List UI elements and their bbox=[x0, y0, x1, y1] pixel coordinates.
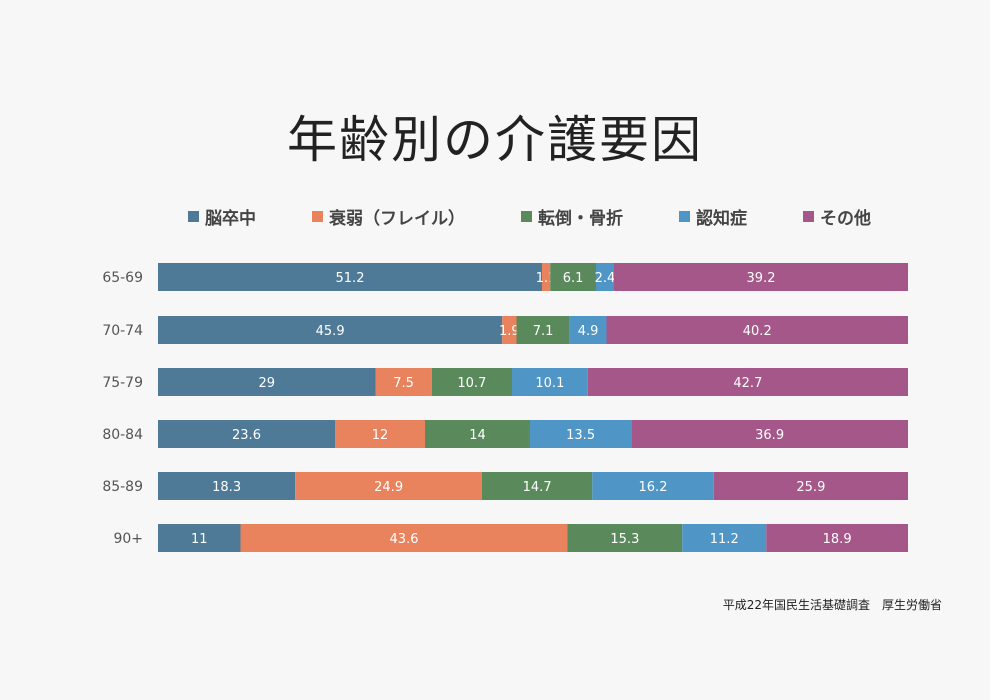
y-tick-label: 90+ bbox=[113, 531, 143, 547]
bar-segment bbox=[158, 524, 241, 552]
bar-segment bbox=[240, 524, 568, 552]
bar-segment bbox=[425, 420, 530, 448]
data-label: 36.9 bbox=[755, 428, 784, 443]
y-tick-label: 80-84 bbox=[102, 427, 143, 443]
data-label: 43.6 bbox=[390, 532, 419, 547]
legend-label: 認知症 bbox=[696, 208, 747, 229]
bar-segment bbox=[766, 524, 908, 552]
legend-item: その他 bbox=[803, 204, 871, 229]
bar-segment bbox=[295, 472, 482, 500]
bar-segment bbox=[431, 368, 512, 396]
bar-segment bbox=[530, 420, 632, 448]
data-label: 10.7 bbox=[457, 376, 486, 391]
bar-segment bbox=[587, 368, 908, 396]
bar-segment bbox=[550, 263, 596, 291]
bar-segment bbox=[614, 263, 908, 291]
data-label: 25.9 bbox=[796, 480, 825, 495]
legend-swatch bbox=[312, 210, 323, 222]
data-label: 11.2 bbox=[710, 532, 739, 547]
legend-item: 衰弱（フレイル） bbox=[312, 204, 465, 229]
y-tick-label: 75-79 bbox=[102, 375, 143, 391]
data-label: 18.9 bbox=[823, 532, 852, 547]
bar-segment bbox=[542, 263, 551, 291]
bar-segment bbox=[516, 316, 570, 344]
bar-segment bbox=[682, 524, 767, 552]
legend-label: 脳卒中 bbox=[205, 208, 256, 229]
data-label: 39.2 bbox=[747, 271, 776, 286]
legend-item: 転倒・骨折 bbox=[521, 204, 623, 229]
bar-segment bbox=[606, 316, 908, 344]
bar-segment bbox=[713, 472, 908, 500]
legend-swatch bbox=[679, 210, 690, 222]
data-label: 7.1 bbox=[533, 324, 554, 339]
data-label: 14.7 bbox=[523, 480, 552, 495]
y-tick-label: 65-69 bbox=[102, 270, 143, 286]
data-label: 45.9 bbox=[316, 324, 345, 339]
data-label: 4.9 bbox=[578, 324, 599, 339]
data-label: 1.9 bbox=[499, 324, 520, 339]
data-label: 13.5 bbox=[566, 428, 595, 443]
data-label: 23.6 bbox=[232, 428, 261, 443]
data-label: 51.2 bbox=[336, 271, 365, 286]
legend-item: 認知症 bbox=[679, 204, 747, 229]
data-label: 42.7 bbox=[733, 376, 762, 391]
data-label: 29 bbox=[258, 376, 275, 391]
data-label: 7.5 bbox=[393, 376, 414, 391]
data-label: 11 bbox=[191, 532, 208, 547]
legend-swatch bbox=[803, 210, 814, 222]
chart-title: 年齢別の介護要因 bbox=[287, 111, 703, 169]
data-label: 40.2 bbox=[743, 324, 772, 339]
bar-segment bbox=[482, 472, 593, 500]
data-label: 6.1 bbox=[563, 271, 584, 286]
y-tick-label: 85-89 bbox=[102, 479, 143, 495]
data-label: 12 bbox=[372, 428, 389, 443]
legend-swatch bbox=[521, 210, 532, 222]
data-label: 16.2 bbox=[639, 480, 668, 495]
y-tick-label: 70-74 bbox=[102, 323, 143, 339]
source-note: 平成22年国民生活基礎調査 厚生労働省 bbox=[722, 598, 942, 612]
bar-segment bbox=[512, 368, 588, 396]
bar-segment bbox=[158, 316, 503, 344]
bar-segment bbox=[158, 368, 376, 396]
data-label: 2.4 bbox=[595, 271, 616, 286]
bar-segment bbox=[158, 420, 335, 448]
bar-segment bbox=[567, 524, 683, 552]
legend-label: 転倒・骨折 bbox=[538, 208, 623, 229]
legend-swatch bbox=[188, 210, 199, 222]
data-label: 14 bbox=[469, 428, 486, 443]
bar-segment bbox=[596, 263, 614, 291]
bar-segment bbox=[631, 420, 908, 448]
legend: 脳卒中 衰弱（フレイル） 転倒・骨折 認知症 その他 bbox=[188, 204, 927, 229]
bar-segment bbox=[335, 420, 425, 448]
bar-segment bbox=[502, 316, 517, 344]
data-label: 18.3 bbox=[212, 480, 241, 495]
bar-segment bbox=[592, 472, 714, 500]
data-label: 10.1 bbox=[535, 376, 564, 391]
legend-label: その他 bbox=[820, 208, 871, 229]
bar-segment bbox=[375, 368, 432, 396]
bar-segment bbox=[569, 316, 607, 344]
bar-segment bbox=[158, 472, 296, 500]
data-label: 15.3 bbox=[610, 532, 639, 547]
bar-segment bbox=[158, 263, 542, 291]
data-label: 24.9 bbox=[374, 480, 403, 495]
legend-item: 脳卒中 bbox=[188, 204, 256, 229]
legend-label: 衰弱（フレイル） bbox=[329, 208, 465, 229]
